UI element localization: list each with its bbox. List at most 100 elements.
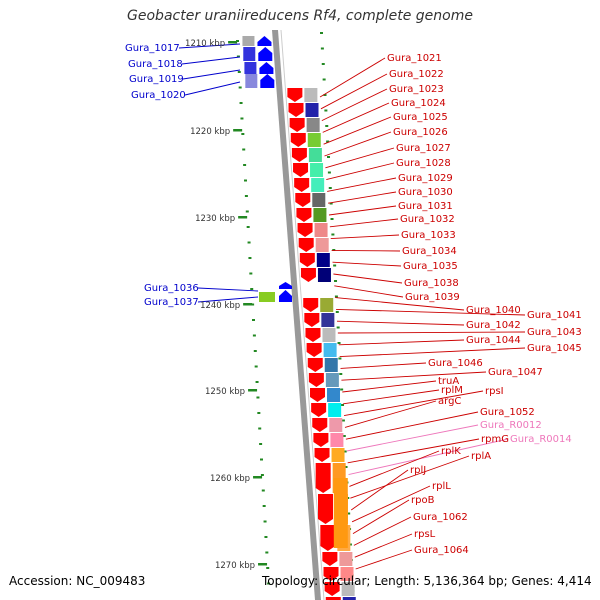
tick-dash-right xyxy=(331,233,335,236)
reverse-gene-arrow xyxy=(325,597,341,600)
gene-label[interactable]: Gura_1037 xyxy=(144,297,199,308)
gene-label[interactable]: Gura_1036 xyxy=(144,283,199,294)
leader-line xyxy=(344,390,484,417)
reverse-gene-arrow xyxy=(296,208,312,222)
reverse-gene-arrow xyxy=(305,328,321,342)
leader-line xyxy=(327,177,397,192)
tick-dash-right xyxy=(342,435,346,437)
gene-label[interactable]: Gura_1027 xyxy=(396,143,451,154)
tick-dash-left xyxy=(251,303,255,306)
gene-label[interactable]: Gura_R0012 xyxy=(480,420,542,431)
accession-text: Accession: NC_009483 xyxy=(9,574,146,588)
gene-label[interactable]: Gura_1022 xyxy=(389,69,444,80)
leader-line xyxy=(331,249,401,252)
gene-label[interactable]: Gura_1040 xyxy=(466,305,521,316)
reverse-genes xyxy=(287,88,356,600)
gene-label[interactable]: Gura_1025 xyxy=(393,112,448,123)
tick-dash-left xyxy=(237,71,241,73)
gene-label[interactable]: argC xyxy=(438,396,461,407)
gene-label[interactable]: Gura_1042 xyxy=(466,320,521,331)
gene-label[interactable]: Gura_1019 xyxy=(129,74,184,85)
gene-label[interactable]: Gura_1024 xyxy=(391,98,446,109)
leader-line xyxy=(334,285,404,298)
gene-label[interactable]: truA xyxy=(438,376,459,387)
reverse-gene-feature xyxy=(325,373,339,387)
forward-gene-feature xyxy=(243,47,256,61)
gene-label[interactable]: Gura_1021 xyxy=(387,53,442,64)
gene-label[interactable]: Gura_1044 xyxy=(466,335,521,346)
reverse-gene-arrow xyxy=(298,238,314,252)
tick-mark xyxy=(248,389,258,392)
gene-label[interactable]: rplK xyxy=(441,446,461,457)
reverse-gene-arrow xyxy=(315,463,331,493)
tick-dash-left xyxy=(262,505,266,507)
gene-label[interactable]: rpmG xyxy=(481,434,509,445)
tick-dash-right xyxy=(327,156,331,158)
gene-label[interactable]: Gura_1046 xyxy=(428,358,483,369)
tick-dash-left xyxy=(250,288,254,290)
gene-label[interactable]: rplL xyxy=(432,481,451,492)
gene-label[interactable]: Gura_1064 xyxy=(414,545,469,556)
tick-dash-left xyxy=(253,350,257,352)
gene-label[interactable]: Gura_1029 xyxy=(398,173,453,184)
gene-label[interactable]: Gura_1045 xyxy=(527,343,582,354)
tick-dash-left xyxy=(243,164,247,166)
reverse-gene-arrow xyxy=(299,253,315,267)
leader-line xyxy=(182,69,241,80)
gene-label[interactable]: Gura_1017 xyxy=(125,43,180,54)
gene-label[interactable]: Gura_1034 xyxy=(402,246,457,257)
tick-dash-right xyxy=(323,94,327,96)
gene-label[interactable]: rpsL xyxy=(414,529,436,540)
tick-dash-right xyxy=(341,419,345,422)
leader-line xyxy=(335,297,465,311)
tick-dash-right xyxy=(322,78,326,81)
gene-label[interactable]: Gura_R0014 xyxy=(510,434,572,445)
tick-dash-left xyxy=(252,319,255,321)
tick-dash-left xyxy=(265,551,269,554)
gene-label[interactable]: Gura_1031 xyxy=(398,201,453,212)
gene-label[interactable]: Gura_1028 xyxy=(396,158,451,169)
gene-label[interactable]: Gura_1032 xyxy=(400,214,455,225)
reverse-gene-feature xyxy=(329,418,343,432)
gene-label[interactable]: rplM xyxy=(441,385,463,396)
gene-label[interactable]: Gura_1033 xyxy=(401,230,456,241)
tick-mark xyxy=(258,563,268,566)
gene-label[interactable]: Gura_1035 xyxy=(403,261,458,272)
gene-label[interactable]: Gura_1018 xyxy=(128,59,183,70)
gene-label[interactable]: rplA xyxy=(471,451,491,462)
tick-dash-left xyxy=(257,412,261,414)
reverse-gene-feature xyxy=(327,388,341,402)
leader-line xyxy=(344,400,437,428)
reverse-gene-feature xyxy=(317,268,331,282)
gene-label[interactable]: rplJ xyxy=(410,465,426,476)
tick-dash-left xyxy=(259,443,263,445)
leader-line xyxy=(330,234,400,240)
tick-dash-right xyxy=(338,357,342,360)
gene-label[interactable]: Gura_1039 xyxy=(405,292,460,303)
tick-mark xyxy=(243,303,253,306)
backbone-edge xyxy=(280,29,325,600)
gene-label[interactable]: Gura_1062 xyxy=(413,512,468,523)
gene-label[interactable]: Gura_1020 xyxy=(131,90,186,101)
tick-dash-right xyxy=(328,187,332,189)
gene-label[interactable]: rpsI xyxy=(485,386,504,397)
tick-dash-right xyxy=(341,404,345,406)
reverse-gene-feature xyxy=(313,208,327,222)
gene-label[interactable]: Gura_1038 xyxy=(404,278,459,289)
tick-dash-right xyxy=(327,171,331,174)
gene-label[interactable]: Gura_1023 xyxy=(389,84,444,95)
gene-label[interactable]: Gura_1052 xyxy=(480,407,535,418)
gene-label[interactable]: Gura_1030 xyxy=(398,187,453,198)
leader-line xyxy=(178,43,241,49)
tick-label: 1250 kbp xyxy=(205,387,245,397)
gene-label[interactable]: Gura_1047 xyxy=(488,367,543,378)
reverse-gene-feature xyxy=(305,103,319,117)
gene-label[interactable]: rpoB xyxy=(411,495,435,506)
tick-dash-left xyxy=(240,117,244,120)
gene-label[interactable]: Gura_1041 xyxy=(527,310,582,321)
backbone-bar xyxy=(272,30,321,600)
gene-label[interactable]: Gura_1043 xyxy=(527,327,582,338)
gene-label[interactable]: Gura_1026 xyxy=(393,127,448,138)
leader-line xyxy=(348,438,509,476)
reverse-gene-arrow xyxy=(291,148,307,162)
